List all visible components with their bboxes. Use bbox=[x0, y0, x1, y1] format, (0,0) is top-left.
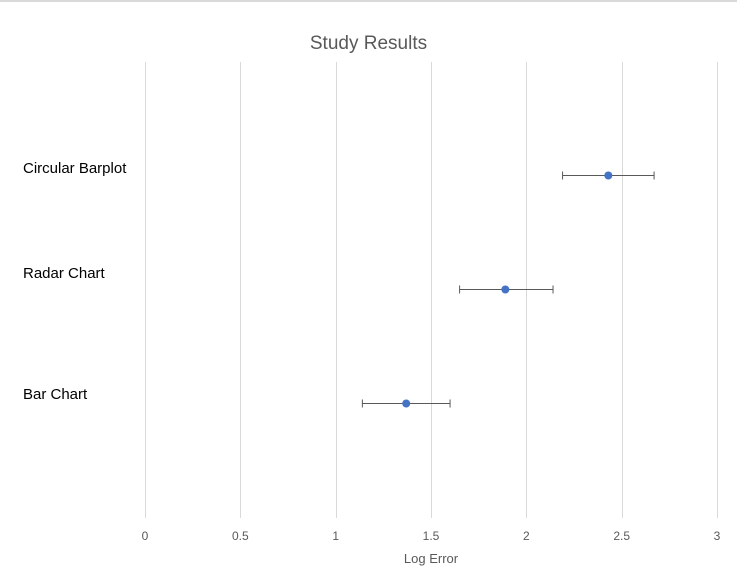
data-point bbox=[402, 399, 411, 408]
x-tick-label: 2 bbox=[522, 529, 530, 543]
chart-title: Study Results bbox=[309, 33, 428, 54]
x-tick-label: 1.5 bbox=[422, 529, 440, 543]
category-label-circular-barplot: Circular Barplot bbox=[23, 160, 127, 177]
x-tick-label: 3 bbox=[713, 529, 721, 543]
x-axis-title: Log Error bbox=[403, 551, 459, 566]
category-label-radar-chart: Radar Chart bbox=[23, 265, 105, 282]
x-tick-label: 0 bbox=[141, 529, 149, 543]
data-point bbox=[501, 285, 510, 294]
x-tick-label: 2.5 bbox=[613, 529, 630, 543]
category-label-bar-chart: Bar Chart bbox=[23, 386, 88, 403]
x-tick-label: 0.5 bbox=[231, 529, 249, 543]
x-tick-label: 1 bbox=[332, 529, 339, 543]
data-point bbox=[604, 171, 613, 180]
